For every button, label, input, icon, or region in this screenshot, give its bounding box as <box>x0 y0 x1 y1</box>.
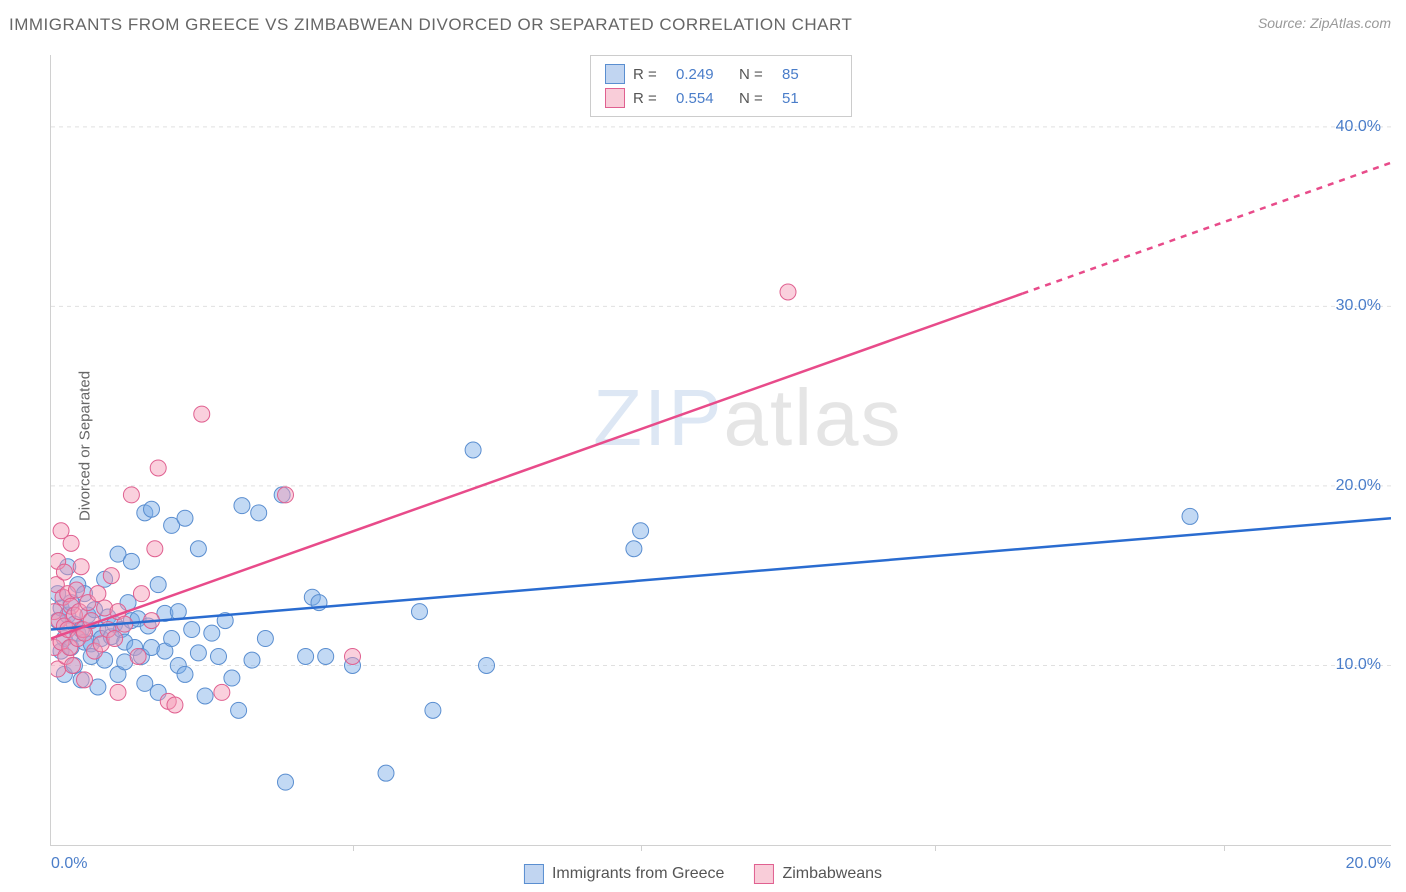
r-label: R = <box>633 90 668 107</box>
n-value-greece: 85 <box>782 66 837 83</box>
correlation-chart: IMMIGRANTS FROM GREECE VS ZIMBABWEAN DIV… <box>0 0 1406 892</box>
series-legend: Immigrants from Greece Zimbabweans <box>524 864 882 884</box>
swatch-blue-icon <box>605 64 625 84</box>
n-label: N = <box>739 90 774 107</box>
legend-row-greece: R = 0.249 N = 85 <box>605 62 837 86</box>
x-tick-mark <box>1224 845 1225 851</box>
legend-label-greece: Immigrants from Greece <box>552 865 724 883</box>
n-label: N = <box>739 66 774 83</box>
y-tick-label: 40.0% <box>1336 118 1381 136</box>
source-attribution: Source: ZipAtlas.com <box>1258 15 1391 31</box>
y-tick-label: 20.0% <box>1336 477 1381 495</box>
x-tick-mark <box>641 845 642 851</box>
legend-item-greece: Immigrants from Greece <box>524 864 724 884</box>
r-value-greece: 0.249 <box>676 66 731 83</box>
watermark: ZIPatlas <box>593 372 902 464</box>
watermark-zip: ZIP <box>593 373 723 462</box>
legend-label-zimbabwean: Zimbabweans <box>782 865 882 883</box>
y-tick-label: 30.0% <box>1336 297 1381 315</box>
correlation-legend: R = 0.249 N = 85 R = 0.554 N = 51 <box>590 55 852 117</box>
y-tick-label: 10.0% <box>1336 656 1381 674</box>
legend-item-zimbabwean: Zimbabweans <box>754 864 882 884</box>
n-value-zimbabwean: 51 <box>782 90 837 107</box>
chart-svg <box>51 55 1391 845</box>
swatch-pink-icon <box>605 88 625 108</box>
watermark-atlas: atlas <box>724 373 903 462</box>
legend-row-zimbabwean: R = 0.554 N = 51 <box>605 86 837 110</box>
r-value-zimbabwean: 0.554 <box>676 90 731 107</box>
plot-area: ZIPatlas R = 0.249 N = 85 R = 0.554 N = … <box>50 55 1391 846</box>
swatch-pink-icon <box>754 864 774 884</box>
chart-title: IMMIGRANTS FROM GREECE VS ZIMBABWEAN DIV… <box>9 15 852 35</box>
r-label: R = <box>633 66 668 83</box>
x-tick-mark <box>935 845 936 851</box>
x-tick-label: 20.0% <box>1346 855 1391 873</box>
x-tick-label: 0.0% <box>51 855 87 873</box>
swatch-blue-icon <box>524 864 544 884</box>
x-tick-mark <box>353 845 354 851</box>
